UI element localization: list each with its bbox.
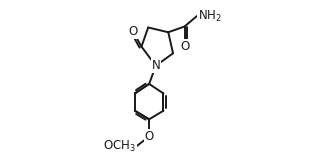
Text: O: O [180, 40, 189, 53]
Text: N: N [152, 59, 160, 72]
Text: O: O [128, 25, 138, 38]
Text: NH$_2$: NH$_2$ [198, 9, 222, 24]
Text: O: O [144, 130, 154, 143]
Text: OCH$_3$: OCH$_3$ [103, 139, 136, 154]
